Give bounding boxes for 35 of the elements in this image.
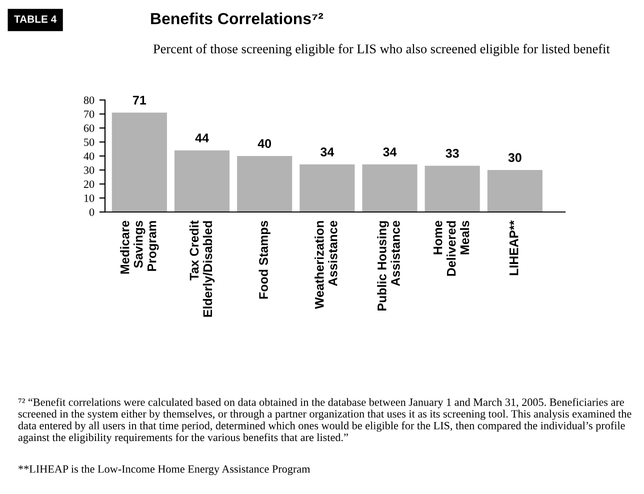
bar [174, 150, 230, 212]
x-tick-label: Public Housing Assistance [377, 220, 400, 310]
y-tick-label: 40 [84, 152, 94, 160]
y-tick-label: 20 [84, 180, 94, 188]
y-tick-label: 10 [84, 194, 94, 202]
x-tick-label: Tax Credit Elderly/Disabled [189, 220, 215, 317]
data-label: 33 [446, 148, 459, 158]
x-tick-label: Food Stamps [258, 220, 270, 299]
data-label: 34 [320, 148, 334, 156]
y-tick-label: 70 [84, 110, 94, 118]
data-label: 40 [258, 139, 272, 148]
text: ⁷² “Benefit correlations were calculated based on data obtained in the database between January 1 and March 31, 2005. Beneficiaries are screened in the system either by themselves, or through a partner organization that uses it as its screening tool. This analysis examined the data entered by all users in that time period, determined which ones would be eligible for the LIS, then compared the individual’s profile against the eligibility requirements for the various benefits that are listed.” [18, 398, 632, 444]
bar [237, 156, 292, 212]
x-tick-label: LIHEAP** [510, 220, 518, 276]
y-tick-label: 50 [84, 138, 94, 146]
chart-title: Benefits Correlations⁷² [151, 12, 324, 24]
bar [362, 164, 418, 212]
text: **LIHEAP is the Low-Income Home Energy Assistance Program [18, 464, 310, 476]
x-tick-label: Home Delivered Meals [434, 220, 470, 276]
data-label: 34 [383, 148, 397, 156]
caption: TABLE 4 [14, 16, 57, 23]
x-tick-label: Medicare Savings Program [120, 220, 159, 274]
bar [112, 112, 167, 212]
y-tick-label: 80 [84, 96, 94, 104]
data-label: 44 [195, 134, 209, 142]
bar [424, 166, 480, 212]
chart-subtitle: Percent of those screening eligible for LIS who also screened eligible for listed benefit [153, 44, 610, 56]
y-tick-label: 0 [89, 208, 94, 216]
x-tick-label: Weatherization Assistance [314, 220, 338, 309]
data-label: 30 [508, 153, 522, 162]
bar [487, 170, 542, 212]
data-label: 71 [133, 96, 146, 104]
y-tick-label: 60 [84, 124, 94, 132]
bar [300, 164, 355, 212]
y-tick-label: 30 [84, 166, 94, 174]
